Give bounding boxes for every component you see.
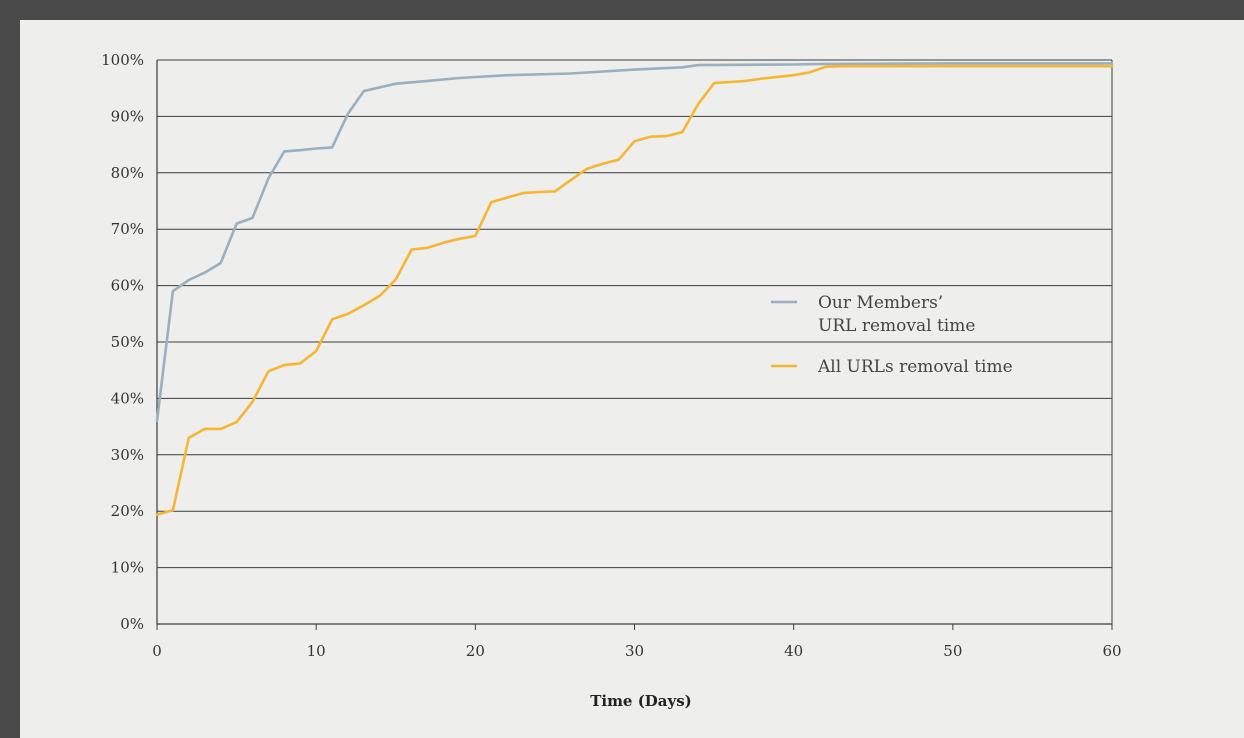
x-tick-label: 0 bbox=[152, 642, 162, 660]
y-tick-label: 50% bbox=[111, 333, 144, 351]
tick-labels: 0% 10% 20% 30% 40% 50% 60% 70% 80% 90% 100% 0 10 20 30… bbox=[101, 51, 1121, 660]
x-tick-label: 30 bbox=[625, 642, 644, 660]
axes bbox=[156, 60, 1113, 630]
y-tick-label: 90% bbox=[111, 107, 144, 125]
series-line-1 bbox=[155, 62, 1114, 423]
chart-panel: Our Members’ URL removal time All URLs rem… bbox=[20, 20, 1244, 738]
x-tick-label: 40 bbox=[784, 642, 803, 660]
series-lines bbox=[155, 62, 1114, 516]
legend: Our Members’ URL removal time All URLs rem… bbox=[771, 293, 1013, 377]
x-axis-title: Time (Days) bbox=[590, 692, 692, 710]
x-tick-label: 50 bbox=[943, 642, 962, 660]
x-tick-label: 10 bbox=[307, 642, 326, 660]
y-tick-label: 20% bbox=[111, 502, 144, 520]
legend-label: Our Members’ bbox=[818, 293, 943, 313]
y-tick-label: 30% bbox=[111, 446, 144, 464]
y-tick-label: 0% bbox=[120, 615, 144, 633]
legend-label: All URLs removal time bbox=[817, 357, 1013, 377]
series-line-2 bbox=[155, 64, 1114, 516]
y-tick-label: 40% bbox=[111, 389, 144, 407]
x-tick-label: 60 bbox=[1102, 642, 1121, 660]
y-tick-label: 80% bbox=[111, 164, 144, 182]
y-tick-label: 100% bbox=[101, 51, 144, 69]
y-tick-label: 70% bbox=[111, 220, 144, 238]
y-tick-label: 10% bbox=[111, 559, 144, 577]
removal-time-chart: Our Members’ URL removal time All URLs rem… bbox=[101, 51, 1121, 710]
x-tick-label: 20 bbox=[466, 642, 485, 660]
legend-label: URL removal time bbox=[818, 316, 975, 336]
y-tick-label: 60% bbox=[111, 277, 144, 295]
gridlines bbox=[157, 59, 1112, 569]
